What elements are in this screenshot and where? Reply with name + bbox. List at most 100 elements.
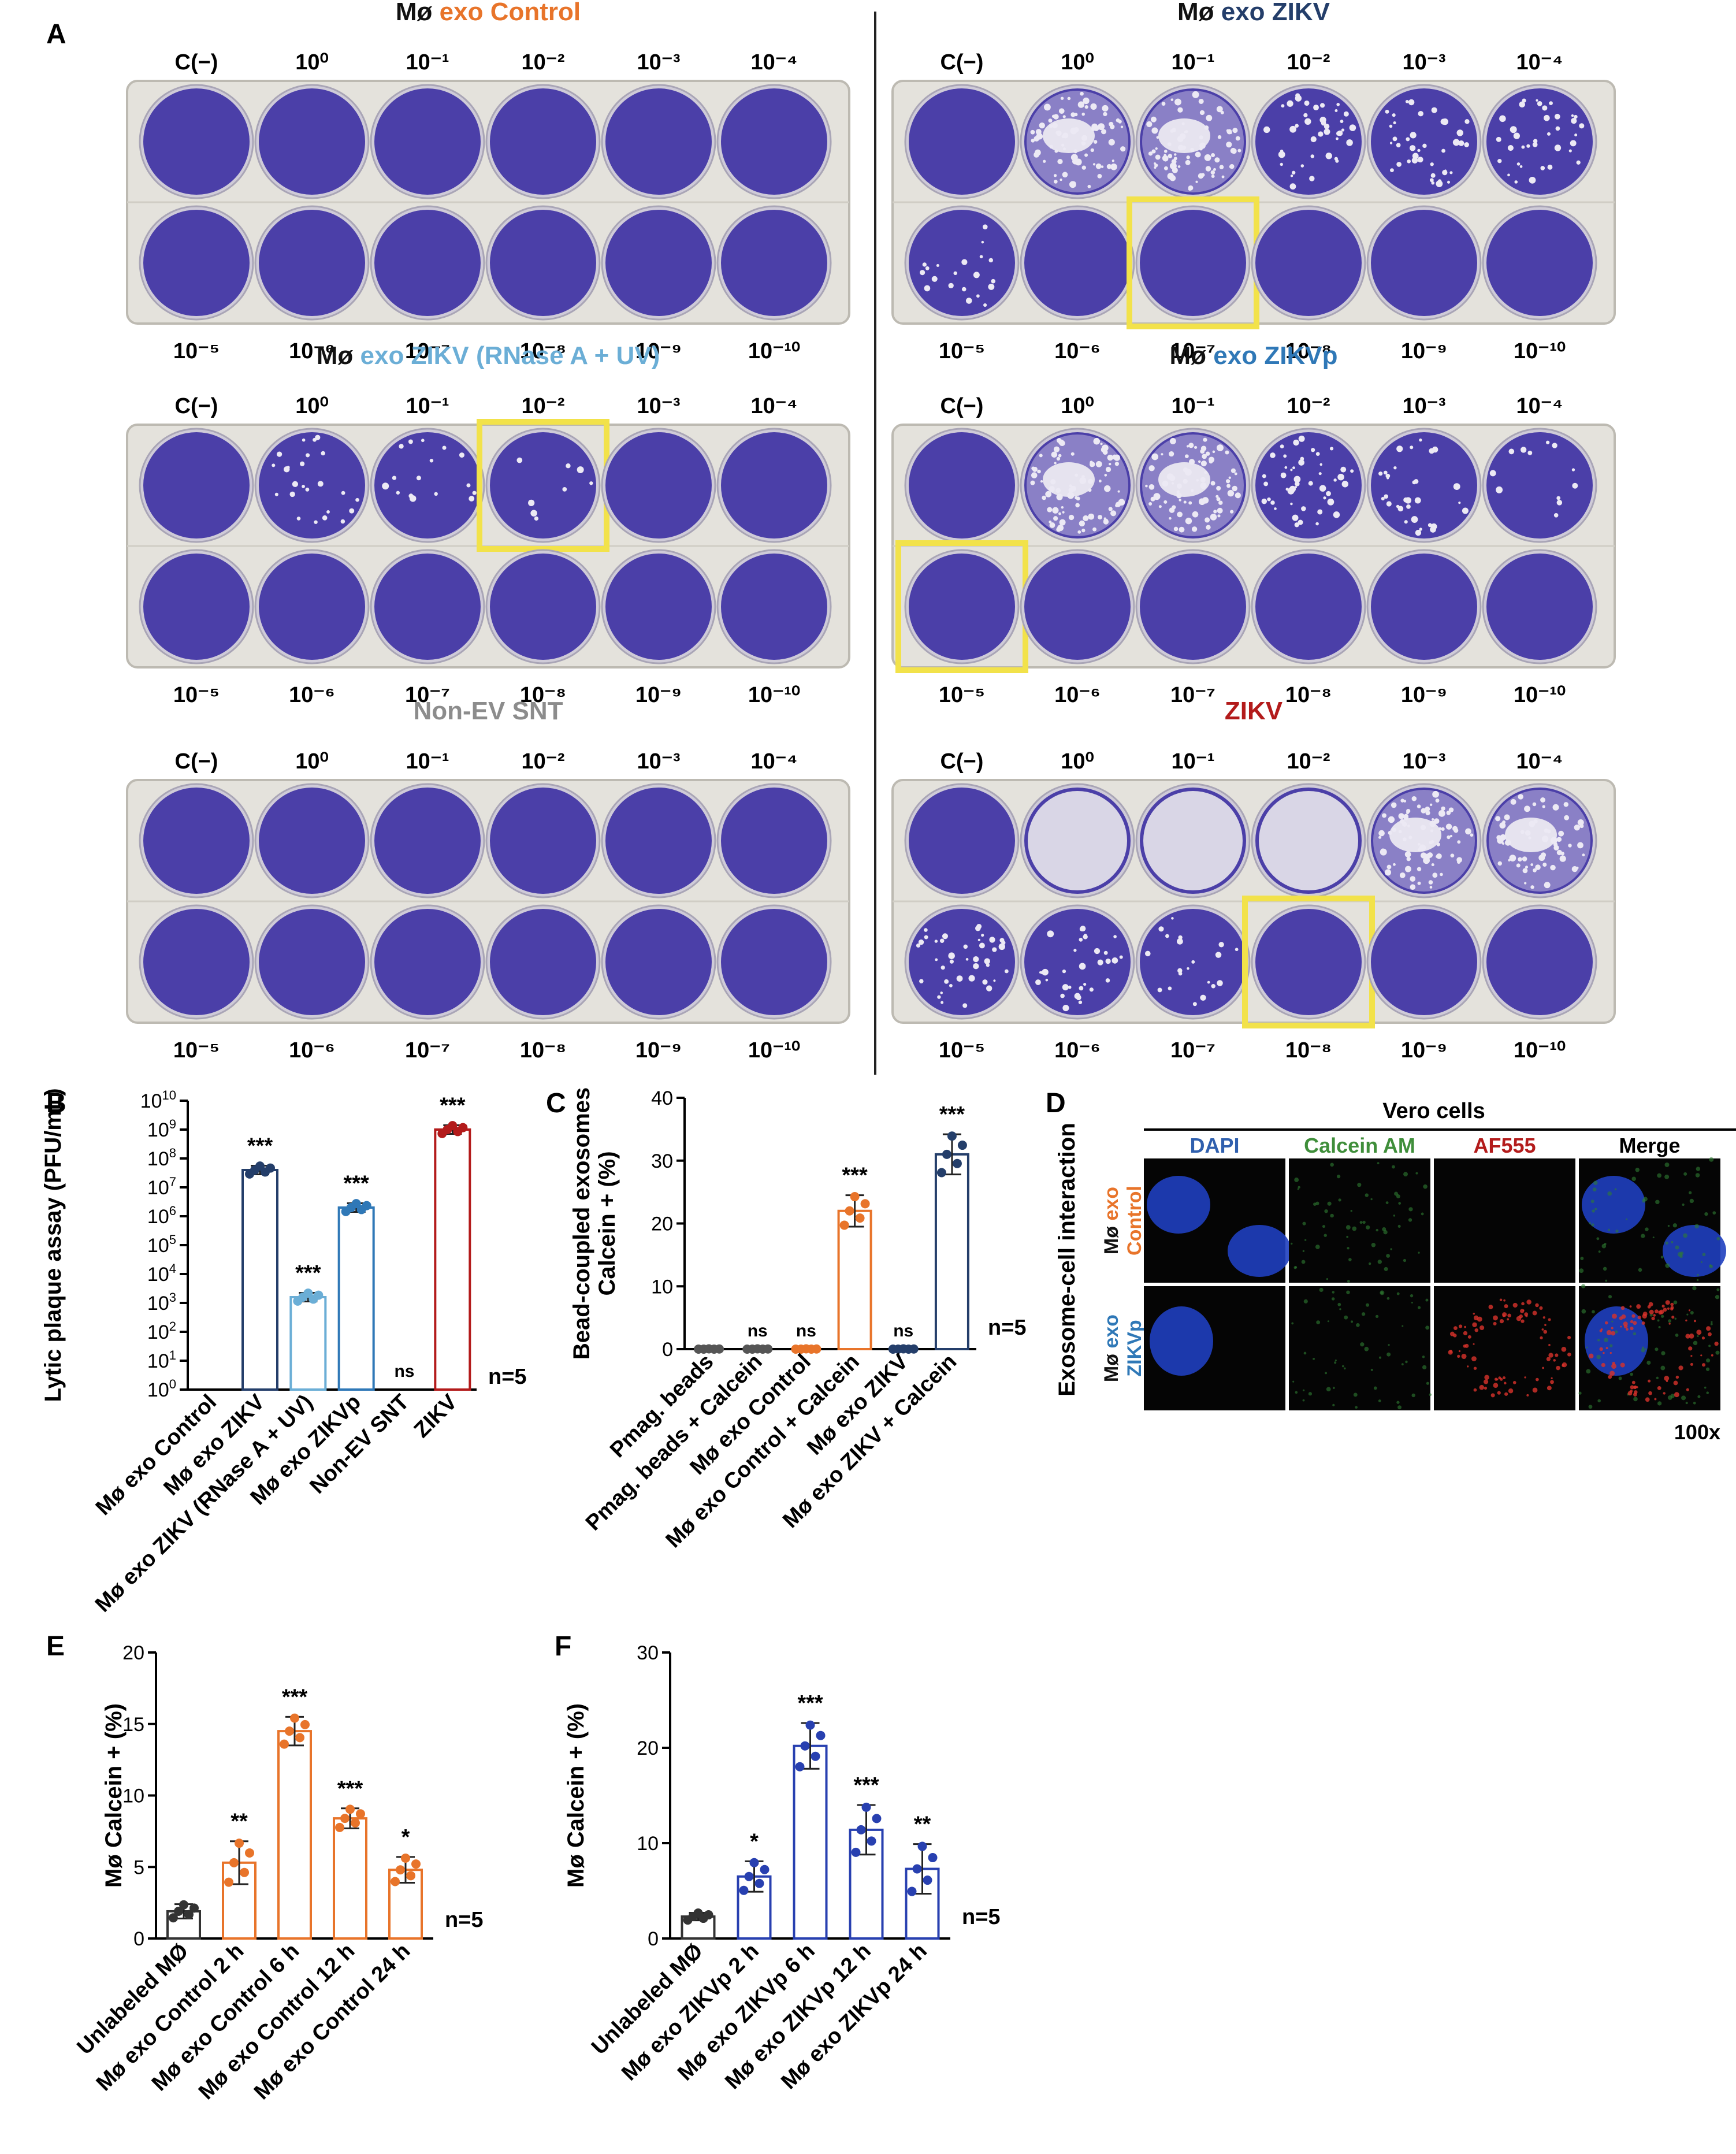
calcein-signal: [1706, 1391, 1709, 1394]
calcein-signal: [1315, 1201, 1319, 1205]
plaque: [1053, 174, 1057, 177]
plaque: [1097, 173, 1102, 179]
data-point: [812, 1344, 821, 1354]
plaque: [1417, 881, 1421, 885]
well-stain: [374, 909, 481, 1015]
plaque: [1173, 526, 1179, 532]
calcein-signal: [1704, 1386, 1707, 1389]
plaque: [1319, 463, 1322, 466]
af555-signal: [1620, 1306, 1625, 1310]
well: [904, 205, 1020, 321]
plaque: [1274, 507, 1277, 510]
well: [1366, 904, 1482, 1020]
plaque: [979, 942, 985, 949]
plaque: [1533, 868, 1537, 872]
calcein-signal: [1345, 1225, 1351, 1230]
plaque: [1079, 520, 1086, 527]
calcein-signal: [1680, 1251, 1684, 1256]
well: [254, 783, 370, 898]
well: [1020, 205, 1135, 321]
plaque: [1237, 148, 1241, 153]
plaque: [1200, 144, 1205, 148]
plaque: [416, 476, 421, 481]
plaque: [562, 487, 567, 492]
plaque: [1077, 101, 1085, 108]
calcein-signal: [1324, 1234, 1327, 1237]
plaque: [349, 508, 355, 514]
well: [1135, 428, 1251, 543]
calcein-signal: [1631, 1176, 1636, 1181]
plaque: [1423, 857, 1430, 864]
plate-title: Non-EV SNT: [413, 697, 563, 725]
af555-signal: [1507, 1313, 1511, 1318]
plaque: [1053, 446, 1060, 452]
plaque: [1419, 438, 1422, 442]
plaque: [1294, 522, 1299, 528]
data-point: [912, 1864, 922, 1874]
significance-label: ***: [343, 1172, 369, 1196]
well-stain: [1255, 88, 1362, 195]
well: [1366, 783, 1482, 898]
calcein-signal: [1371, 1243, 1376, 1247]
calcein-signal: [1423, 1184, 1428, 1189]
tick-exponent: 3: [169, 1290, 176, 1305]
well: [254, 904, 370, 1020]
af555-signal: [1467, 1365, 1469, 1368]
af555-signal: [1670, 1307, 1674, 1311]
plaque: [1202, 454, 1207, 459]
y-tick-label: 101: [147, 1348, 176, 1372]
dilution-label: 10⁻¹⁰: [748, 683, 800, 707]
well-stain: [1486, 909, 1593, 1015]
plaque: [1049, 486, 1055, 492]
plaque: [1411, 157, 1418, 164]
tick-base: 10: [147, 1206, 169, 1228]
af555-signal: [1521, 1319, 1525, 1323]
dilution-label: 10⁻⁸: [1285, 1038, 1332, 1063]
panel-letter-a: A: [46, 19, 66, 50]
plaque: [1226, 129, 1229, 132]
calcein-signal: [1341, 1365, 1344, 1368]
calcein-signal: [1398, 1202, 1402, 1205]
calcein-signal: [1581, 1284, 1586, 1288]
plaque: [1430, 173, 1436, 178]
plaque: [1067, 492, 1075, 499]
plaque: [942, 933, 949, 939]
significance-label: ***: [440, 1094, 466, 1118]
calcein-signal: [1397, 1405, 1402, 1410]
plaque: [989, 937, 995, 943]
y-tick-label: 20: [637, 1737, 659, 1759]
calcein-signal: [1408, 1207, 1413, 1212]
plaque: [999, 938, 1005, 943]
plaque: [1392, 827, 1396, 832]
plaque: [1440, 872, 1443, 877]
plaque: [977, 938, 980, 941]
plaque: [983, 303, 987, 307]
calcein-signal: [1578, 1391, 1582, 1395]
plaque: [1031, 139, 1035, 143]
calcein-signal: [1411, 1301, 1413, 1303]
calcein-signal: [1327, 1201, 1332, 1206]
plaque: [1030, 480, 1035, 485]
plaque: [944, 979, 949, 984]
plaque: [1181, 122, 1185, 125]
dilution-label: 10⁻⁹: [635, 1038, 682, 1063]
calcein-signal: [1425, 1325, 1430, 1330]
plaque: [973, 956, 979, 963]
plaque: [1420, 825, 1426, 830]
calcein-signal: [1336, 1174, 1341, 1179]
well: [370, 428, 485, 543]
cleared-patch: [1389, 818, 1441, 852]
plaque: [1163, 500, 1168, 504]
dilution-label: 10⁻³: [1403, 394, 1446, 418]
tick-exponent: 2: [169, 1319, 176, 1334]
plaque: [1410, 884, 1416, 890]
dilution-label: C(−): [175, 50, 218, 75]
af555-signal: [1678, 1365, 1683, 1371]
data-point: [295, 1733, 304, 1743]
plaque: [1061, 506, 1064, 509]
data-point: [867, 1836, 876, 1846]
calcein-signal: [1661, 1351, 1666, 1355]
well-stain: [721, 909, 827, 1015]
calcein-signal: [1346, 1235, 1349, 1238]
